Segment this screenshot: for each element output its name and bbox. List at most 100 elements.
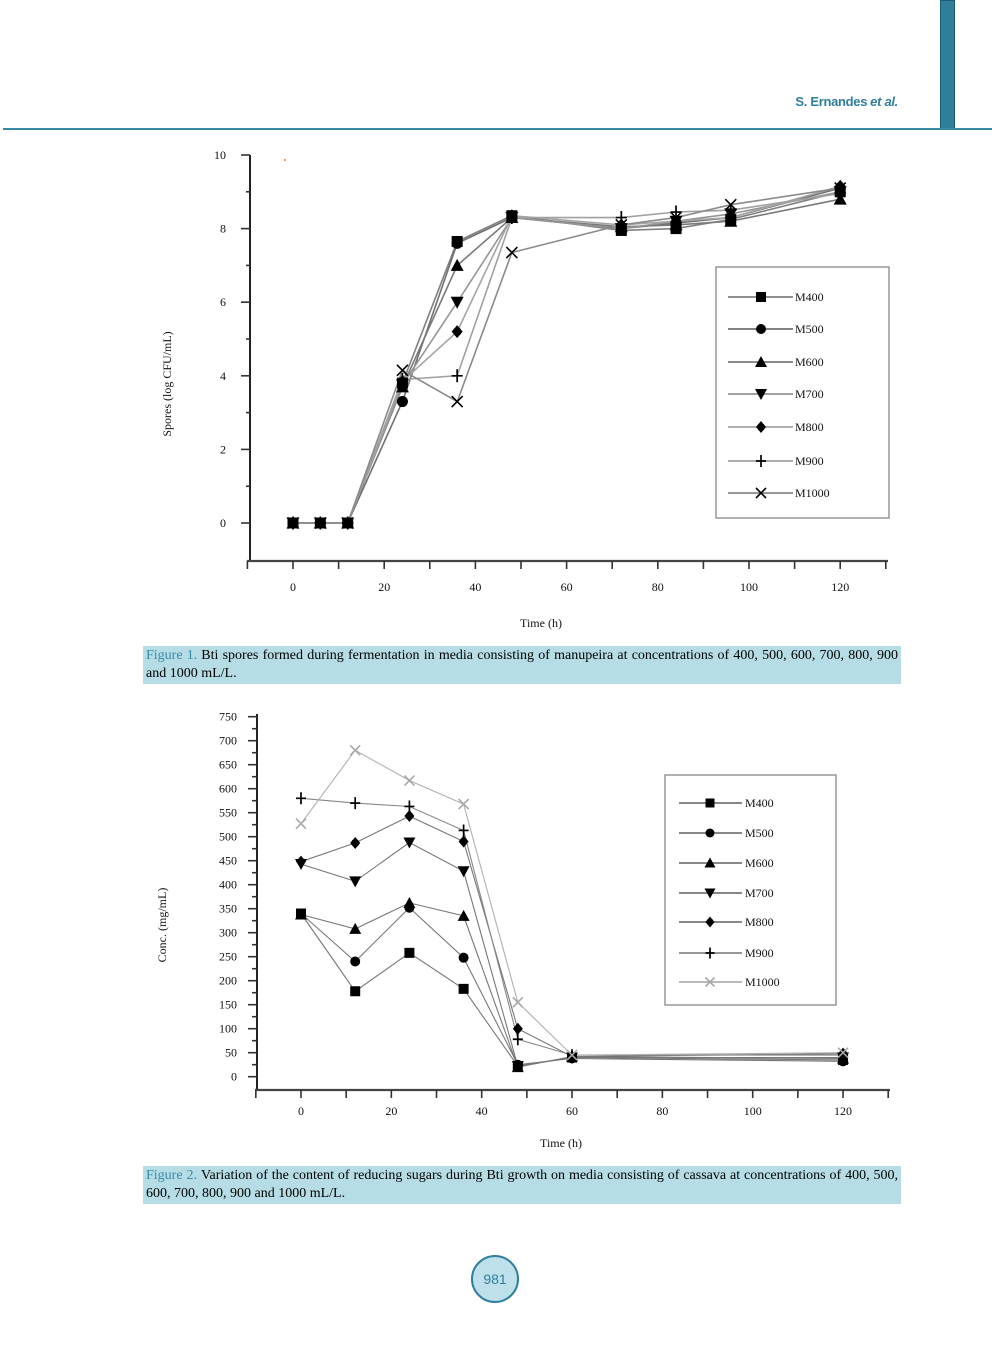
figure-1-label: Figure 1. [146, 648, 198, 663]
marker-x-icon [615, 218, 628, 231]
x-shape [341, 516, 354, 530]
triangle-down-shape [450, 296, 464, 309]
marker-x-icon [755, 487, 767, 499]
marker-x-icon [403, 774, 415, 787]
x-tick-label: 80 [656, 1104, 668, 1118]
marker-circle-icon [350, 956, 361, 967]
marker-square-icon [404, 947, 415, 958]
marker-x-icon [349, 744, 361, 756]
marker-diamond-icon [834, 179, 846, 193]
x-shape [349, 744, 361, 756]
plot-area [286, 179, 847, 530]
marker-plus-icon [512, 1033, 523, 1046]
marker-diamond-icon [725, 211, 737, 225]
x-tick-label: 40 [476, 1104, 488, 1118]
x-axis-title: Time (h) [540, 1136, 582, 1150]
y-tick-label: 500 [219, 830, 237, 844]
marker-diamond-icon [756, 421, 766, 433]
legend-label: M1000 [745, 975, 780, 989]
triangle-up-shape [755, 356, 767, 367]
plus-shape [451, 369, 463, 383]
x-shape [512, 996, 524, 1008]
marker-triangle-up-icon [457, 909, 470, 921]
x-shape [396, 364, 409, 377]
x-tick-label: 20 [378, 580, 390, 594]
marker-plus-icon [670, 205, 682, 219]
x-shape [286, 516, 300, 530]
marker-triangle-down-icon [349, 876, 362, 888]
legend-item-m1000: M1000 [728, 486, 830, 500]
marker-triangle-down-icon [755, 389, 767, 400]
x-shape [458, 798, 470, 810]
marker-square-icon [458, 983, 469, 994]
series-markers-m1000 [286, 182, 847, 530]
marker-x-icon [505, 246, 518, 259]
marker-triangle-up-icon [295, 908, 307, 920]
y-tick-label: 650 [219, 758, 237, 772]
x-tick-label: 80 [652, 580, 664, 594]
marker-circle-icon [396, 396, 408, 408]
marker-triangle-down-icon [457, 866, 470, 878]
marker-x-icon [341, 516, 354, 530]
y-tick-label: 700 [219, 734, 237, 748]
y-tick-label: 50 [225, 1046, 237, 1060]
triangle-down-shape [349, 876, 362, 888]
marker-square-icon [350, 986, 361, 997]
triangle-up-shape [349, 922, 362, 934]
y-tick-label: 750 [219, 710, 237, 724]
plus-shape [670, 205, 682, 219]
x-shape [615, 218, 628, 231]
marker-triangle-down-icon [403, 837, 416, 849]
diamond-core [297, 857, 305, 866]
triangle-down-shape [755, 389, 767, 400]
legend-label: M700 [795, 387, 824, 401]
marker-x-icon [458, 798, 470, 810]
x-shape [724, 198, 737, 211]
figure-2-label: Figure 2. [146, 1168, 197, 1183]
legend-item-m900: M900 [679, 946, 774, 960]
running-head-etal: et al. [870, 94, 898, 109]
marker-x-icon [396, 364, 409, 377]
marker-x-icon [286, 516, 300, 530]
y-tick-label: 450 [219, 854, 237, 868]
triangle-down-shape [457, 866, 470, 878]
diamond-core [513, 1024, 522, 1033]
diamond-core [351, 839, 360, 847]
x-shape [403, 774, 415, 787]
plot-area [295, 744, 850, 1073]
x-tick-label: 60 [566, 1104, 578, 1118]
marker-x-icon [837, 1047, 849, 1059]
diamond-core [726, 213, 736, 222]
plus-shape [296, 792, 306, 805]
x-tick-label: 100 [744, 1104, 762, 1118]
marker-triangle-down-icon [450, 296, 464, 309]
legend-label: M800 [795, 420, 824, 434]
diamond-core [835, 181, 845, 191]
page-number-badge: 981 [471, 1255, 519, 1303]
stray-mark [284, 159, 286, 161]
x-tick-label: 60 [561, 580, 573, 594]
legend-item-m1000: M1000 [679, 975, 780, 989]
legend-box [715, 266, 890, 519]
y-tick-label: 250 [219, 950, 237, 964]
marker-square-icon [705, 798, 715, 808]
marker-plus-icon [396, 372, 408, 386]
x-tick-label: 20 [385, 1104, 397, 1118]
legend-label: M400 [745, 796, 774, 810]
marker-x-icon [314, 516, 327, 530]
triangle-up-shape [704, 857, 716, 868]
x-shape [566, 1049, 578, 1061]
legend-item-m600: M600 [728, 355, 824, 369]
y-tick-label: 550 [219, 806, 237, 820]
legend-item-m800: M800 [728, 420, 824, 434]
plus-shape [834, 187, 846, 201]
running-head-author: S. Ernandes [795, 94, 868, 109]
marker-circle-icon [756, 324, 766, 334]
legend-label: M1000 [795, 486, 830, 500]
y-tick-label: 6 [220, 295, 226, 309]
x-tick-label: 0 [298, 1104, 304, 1118]
x-tick-label: 40 [469, 580, 481, 594]
legend-item-m800: M800 [679, 915, 774, 929]
marker-diamond-icon [458, 835, 469, 848]
marker-triangle-down-icon [511, 1061, 524, 1073]
